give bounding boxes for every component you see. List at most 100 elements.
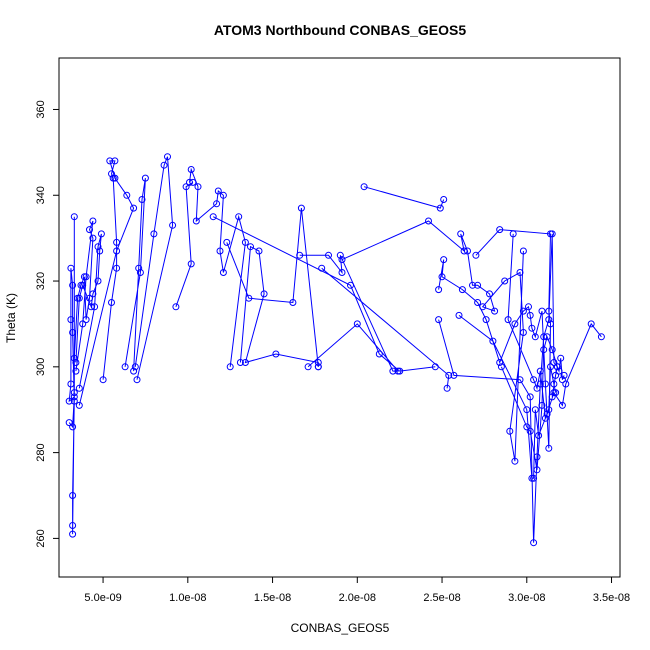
data-point xyxy=(509,230,517,238)
data-point xyxy=(223,238,231,246)
series-line xyxy=(321,267,450,389)
data-point xyxy=(70,397,78,405)
data-point xyxy=(353,320,361,328)
data-point xyxy=(247,243,254,251)
series-line xyxy=(134,156,174,380)
plot-frame xyxy=(58,57,621,578)
y-tick-label: 300 xyxy=(35,358,47,376)
data-point xyxy=(531,333,539,341)
data-point xyxy=(87,303,95,311)
x-tick-label: 1.5e-08 xyxy=(254,592,291,604)
data-point xyxy=(338,256,346,264)
data-point xyxy=(506,427,514,435)
data-point xyxy=(69,423,77,431)
data-point xyxy=(236,359,244,366)
data-point xyxy=(69,492,77,499)
data-point xyxy=(192,217,200,225)
data-point xyxy=(160,161,168,169)
data-point xyxy=(241,238,249,246)
data-point xyxy=(501,277,509,285)
data-point xyxy=(540,346,548,354)
data-point xyxy=(187,166,195,173)
data-point xyxy=(562,380,570,388)
data-point xyxy=(550,380,558,388)
data-point xyxy=(511,457,519,465)
data-point xyxy=(445,371,453,379)
data-point xyxy=(164,153,171,161)
data-point xyxy=(523,423,531,431)
data-point xyxy=(187,260,195,268)
chart-title: ATOM3 Northbound CONBAS_GEOS5 xyxy=(214,22,466,38)
series-line xyxy=(500,335,565,470)
series-line xyxy=(75,233,102,389)
data-point xyxy=(535,432,543,439)
data-point xyxy=(86,226,93,234)
data-point xyxy=(497,363,505,371)
x-tick-label: 2.0e-08 xyxy=(339,592,376,604)
data-point xyxy=(89,234,97,242)
data-point xyxy=(123,191,131,199)
data-point xyxy=(552,389,560,397)
y-tick-label: 340 xyxy=(35,186,47,204)
data-point xyxy=(547,320,554,328)
data-point xyxy=(516,269,524,276)
data-point xyxy=(443,384,451,392)
data-point xyxy=(186,178,193,186)
data-point xyxy=(460,247,468,255)
data-point xyxy=(169,221,177,229)
data-point xyxy=(272,350,280,358)
data-point xyxy=(450,371,458,379)
data-point xyxy=(558,401,566,409)
data-point xyxy=(182,183,190,191)
data-point xyxy=(82,273,90,281)
data-point xyxy=(538,307,546,315)
data-point xyxy=(304,363,312,371)
data-point xyxy=(86,294,93,302)
data-point xyxy=(526,393,534,401)
data-point xyxy=(70,213,78,221)
data-point xyxy=(526,427,534,435)
data-point xyxy=(70,393,78,401)
data-point xyxy=(587,320,595,328)
data-point xyxy=(111,157,119,165)
data-point xyxy=(91,303,99,311)
data-point xyxy=(235,213,243,221)
data-point xyxy=(543,410,551,418)
series-line xyxy=(226,208,319,367)
y-tick-label: 360 xyxy=(35,100,47,118)
x-tick-label: 2.5e-08 xyxy=(423,592,460,604)
data-point xyxy=(489,337,497,345)
data-point xyxy=(482,316,490,324)
y-axis-label: Theta (K) xyxy=(4,293,18,343)
data-point xyxy=(469,281,476,289)
data-point xyxy=(530,376,538,384)
data-point xyxy=(530,474,538,482)
data-point xyxy=(511,320,519,328)
series-line xyxy=(175,181,194,307)
data-point xyxy=(516,376,524,384)
data-point xyxy=(141,174,149,182)
data-point xyxy=(536,380,544,388)
data-point xyxy=(438,273,446,281)
data-point xyxy=(496,226,504,234)
data-point xyxy=(472,251,480,259)
data-point xyxy=(214,187,222,195)
x-tick-label: 1.0e-08 xyxy=(169,592,206,604)
data-point xyxy=(108,170,115,178)
data-point xyxy=(519,307,527,315)
y-axis: 260 280 300 320 340 360 xyxy=(35,100,59,548)
data-point xyxy=(65,397,73,405)
data-point xyxy=(82,316,90,324)
data-point xyxy=(138,196,146,203)
data-point xyxy=(536,367,544,375)
data-point xyxy=(519,329,527,336)
data-point xyxy=(314,359,322,366)
data-point xyxy=(375,350,383,358)
data-point xyxy=(545,444,553,452)
data-point xyxy=(314,363,322,371)
data-point xyxy=(455,311,463,319)
data-point xyxy=(545,316,553,324)
data-point xyxy=(69,329,77,336)
data-point xyxy=(133,376,141,384)
data-point xyxy=(396,367,404,375)
